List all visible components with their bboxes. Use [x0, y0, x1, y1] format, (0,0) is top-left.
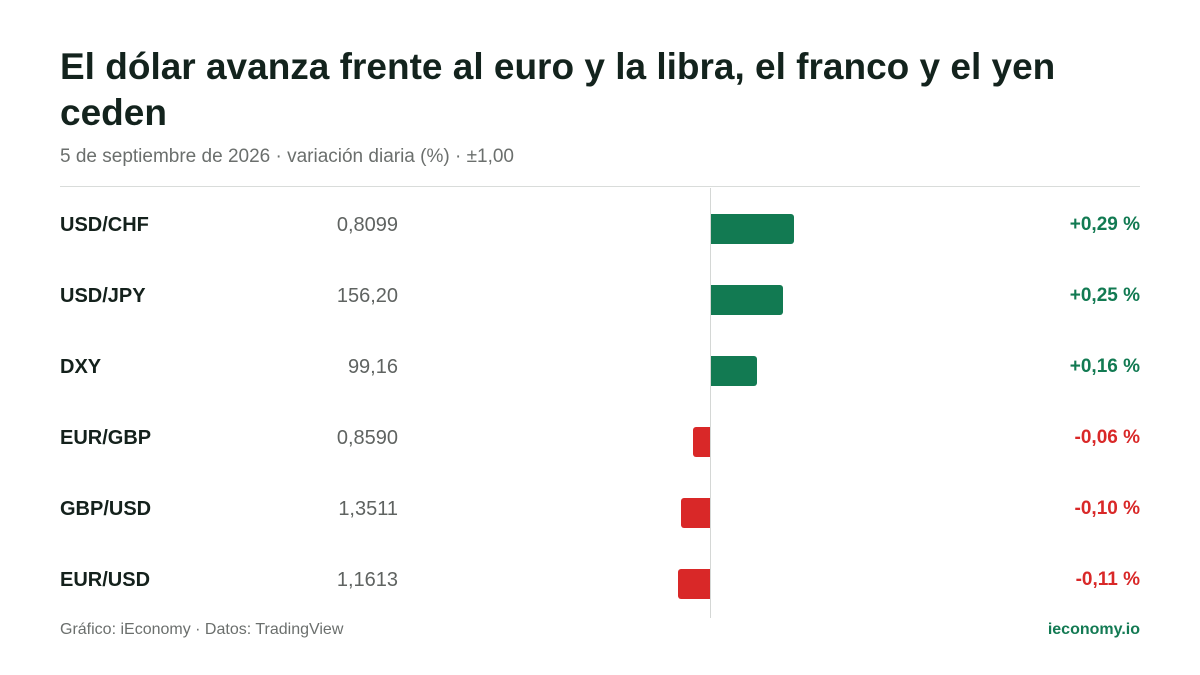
pair-label: EUR/USD [60, 569, 151, 591]
chart-subtitle: 5 de septiembre de 2026 · variación diar… [60, 146, 514, 167]
pair-label: USD/JPY [60, 285, 146, 307]
pair-label: EUR/GBP [60, 427, 152, 449]
header-divider [60, 186, 1140, 187]
change-bar [681, 498, 710, 528]
chart-row: USD/JPY 156,20 +0,25 % [60, 261, 1140, 332]
source-credit: Gráfico: iEconomy · Datos: TradingView [60, 621, 344, 638]
chart-row: DXY 99,16 +0,16 % [60, 332, 1140, 403]
price-value: 0,8099 [336, 214, 398, 236]
price-value: 1,1613 [336, 569, 398, 591]
change-label: -0,11 % [1075, 569, 1140, 590]
change-bar [711, 214, 795, 244]
change-label: +0,16 % [1069, 356, 1140, 377]
change-bar [678, 569, 710, 599]
chart-title: El dólar avanza frente al euro y la libr… [60, 46, 1056, 133]
pair-label: GBP/USD [60, 498, 152, 520]
brand-link[interactable]: ieconomy.io [1047, 621, 1140, 638]
pair-label: USD/CHF [60, 214, 149, 236]
zero-axis-line [710, 188, 711, 618]
change-label: -0,06 % [1074, 427, 1140, 448]
price-value: 0,8590 [336, 427, 398, 449]
change-bar [692, 427, 710, 457]
chart-row: EUR/GBP 0,8590 -0,06 % [60, 403, 1140, 474]
price-value: 156,20 [336, 285, 398, 307]
chart-row: GBP/USD 1,3511 -0,10 % [60, 474, 1140, 545]
price-value: 99,16 [347, 356, 398, 378]
change-bar [711, 285, 783, 315]
change-bar [711, 356, 757, 386]
change-label: -0,10 % [1074, 498, 1140, 519]
change-label: +0,29 % [1069, 214, 1140, 235]
pair-label: DXY [60, 356, 102, 378]
change-label: +0,25 % [1069, 285, 1140, 306]
price-value: 1,3511 [338, 498, 398, 520]
chart-row: EUR/USD 1,1613 -0,11 % [60, 545, 1140, 616]
chart-row: USD/CHF 0,8099 +0,29 % [60, 190, 1140, 261]
